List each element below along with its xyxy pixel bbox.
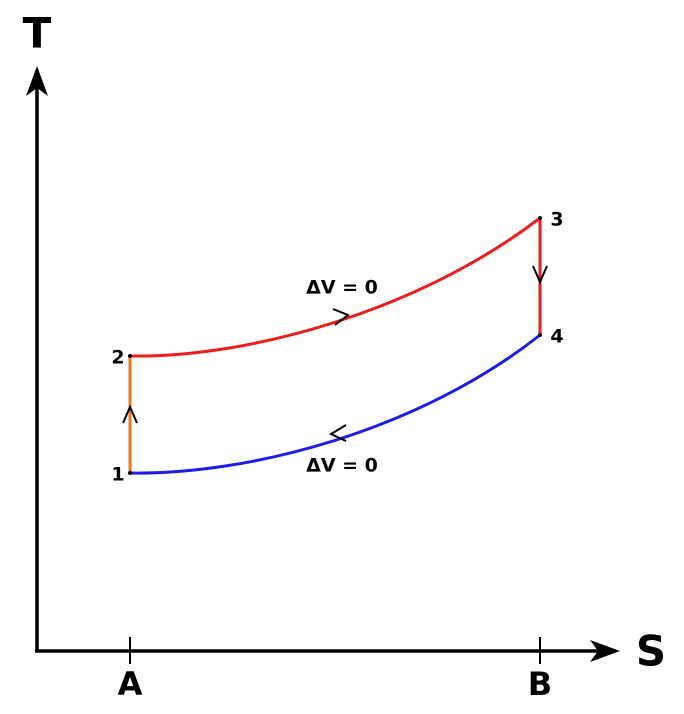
y-axis-arrow [26,66,48,96]
point [128,354,132,358]
point-label: 3 [550,209,563,231]
y-axis-label: T [23,9,52,58]
x-axis-label: S [636,627,666,676]
point-label: 1 [111,464,124,486]
process-4-1 [129,333,541,475]
annotation: ΔV = 0 [306,455,378,477]
point [538,216,542,220]
arrow [532,265,548,285]
point [128,471,132,475]
point-label: 2 [111,347,124,369]
process-2-3 [129,216,541,358]
x-tick-label: A [118,665,143,703]
arrow [332,308,351,326]
annotation: ΔV = 0 [306,277,378,299]
point-label: 4 [550,326,563,348]
x-tick-label: B [528,665,552,703]
x-axis-arrow [590,640,620,662]
point [538,333,542,337]
arrow [328,424,347,442]
arrow [122,404,138,424]
